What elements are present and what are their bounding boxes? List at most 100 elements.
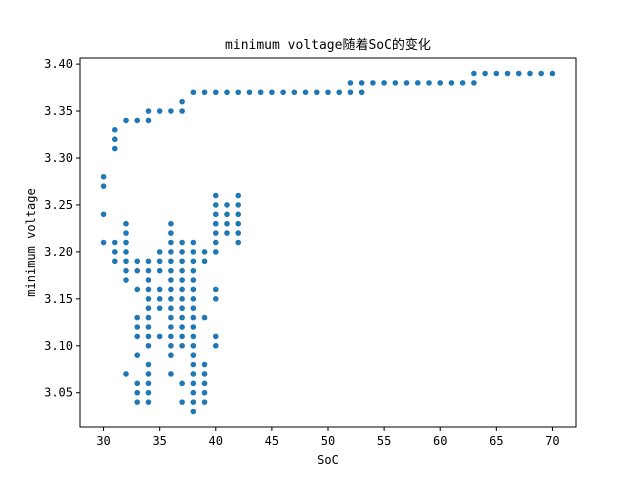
- data-point: [538, 70, 545, 77]
- y-tick-label: 3.10: [44, 339, 73, 353]
- data-point: [190, 408, 197, 415]
- data-point: [179, 267, 185, 274]
- data-point: [190, 239, 197, 246]
- data-point: [347, 89, 354, 96]
- data-point: [145, 342, 152, 349]
- data-point: [100, 239, 107, 246]
- data-point: [403, 80, 410, 86]
- data-point: [302, 89, 309, 96]
- data-point: [280, 89, 286, 96]
- data-point: [224, 202, 230, 208]
- data-point: [235, 211, 242, 218]
- y-tick-label: 3.30: [44, 151, 73, 165]
- data-point: [212, 239, 219, 246]
- data-point: [190, 286, 197, 293]
- data-point: [224, 89, 230, 96]
- data-point: [190, 258, 197, 265]
- data-point: [168, 249, 174, 255]
- data-point: [235, 192, 242, 199]
- x-tick-label: 30: [96, 434, 110, 448]
- data-point: [123, 267, 129, 274]
- data-point: [212, 249, 219, 255]
- data-point: [201, 249, 208, 255]
- data-point: [358, 80, 365, 86]
- data-point: [156, 296, 163, 302]
- data-point: [471, 80, 477, 86]
- data-point: [201, 380, 208, 387]
- data-point: [168, 277, 174, 283]
- y-tick-label: 3.05: [44, 386, 73, 400]
- data-point: [212, 286, 219, 293]
- data-point: [190, 399, 197, 405]
- data-point: [134, 267, 141, 274]
- y-axis-title: minimum voltage: [24, 188, 38, 296]
- data-point: [190, 352, 197, 358]
- data-point: [134, 389, 141, 396]
- data-point: [156, 286, 163, 293]
- data-point: [527, 70, 533, 77]
- x-tick-label: 65: [489, 434, 503, 448]
- data-point: [179, 399, 185, 405]
- data-point: [235, 89, 242, 96]
- data-point: [179, 277, 185, 283]
- data-point: [381, 80, 387, 86]
- y-tick-label: 3.40: [44, 57, 73, 71]
- data-point: [123, 249, 129, 255]
- data-point: [145, 267, 152, 274]
- data-point: [179, 296, 185, 302]
- data-point: [134, 117, 141, 124]
- data-point: [291, 89, 298, 96]
- data-point: [201, 399, 208, 405]
- data-point: [168, 258, 174, 265]
- data-point: [224, 211, 230, 218]
- data-point: [156, 267, 163, 274]
- data-point: [145, 333, 152, 340]
- y-tick-label: 3.15: [44, 292, 73, 306]
- data-point: [190, 249, 197, 255]
- data-point: [168, 333, 174, 340]
- data-point: [168, 314, 174, 321]
- data-point: [145, 399, 152, 405]
- data-point: [168, 352, 174, 358]
- data-point: [190, 389, 197, 396]
- data-point: [145, 371, 152, 377]
- data-point: [145, 277, 152, 283]
- data-point: [212, 333, 219, 340]
- data-point: [179, 239, 185, 246]
- data-point: [100, 183, 107, 189]
- data-point: [212, 230, 219, 236]
- data-point: [414, 80, 421, 86]
- data-point: [123, 277, 129, 283]
- data-point: [145, 117, 152, 124]
- x-tick-label: 55: [377, 434, 391, 448]
- data-point: [100, 211, 107, 218]
- data-point: [168, 286, 174, 293]
- data-point: [156, 249, 163, 255]
- data-point: [123, 258, 129, 265]
- data-point: [190, 296, 197, 302]
- data-point: [515, 70, 522, 77]
- data-point: [134, 258, 141, 265]
- data-point: [156, 333, 163, 340]
- data-point: [134, 324, 141, 330]
- data-point: [123, 220, 129, 227]
- data-point: [168, 239, 174, 246]
- data-point: [471, 70, 477, 77]
- data-point: [212, 220, 219, 227]
- data-point: [134, 314, 141, 321]
- data-point: [190, 89, 197, 96]
- data-point: [179, 380, 185, 387]
- data-point: [145, 361, 152, 368]
- x-tick-label: 45: [265, 434, 279, 448]
- data-points: [100, 70, 556, 415]
- data-point: [123, 371, 129, 377]
- data-point: [134, 352, 141, 358]
- data-point: [190, 314, 197, 321]
- data-point: [145, 258, 152, 265]
- data-point: [504, 70, 511, 77]
- x-axis-title: SoC: [317, 453, 339, 467]
- data-point: [168, 371, 174, 377]
- data-point: [179, 305, 185, 312]
- data-point: [347, 80, 354, 86]
